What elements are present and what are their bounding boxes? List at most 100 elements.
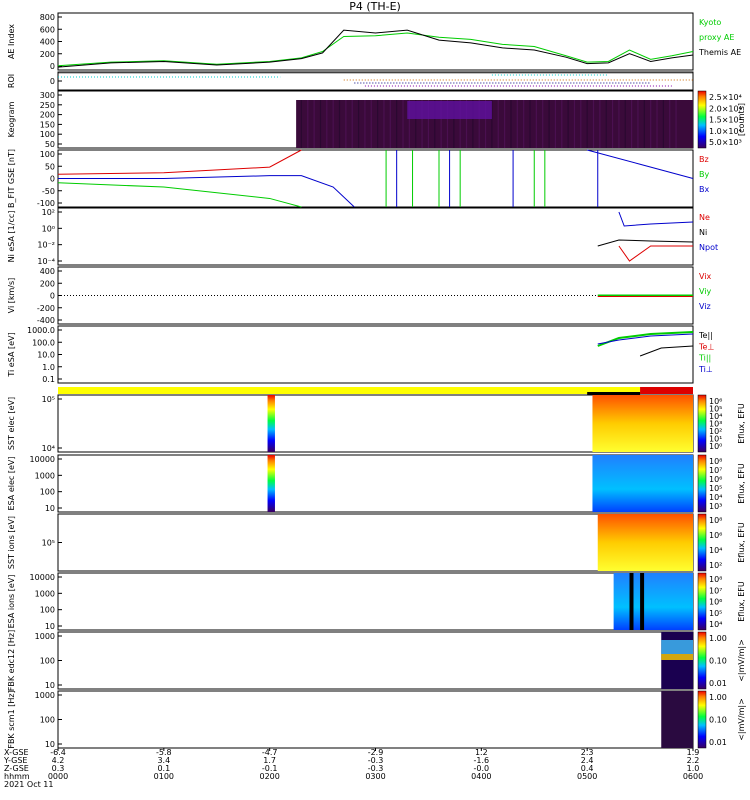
esa-elec-spike (267, 455, 275, 512)
panel-fbk_edc: FBK edc12 [Hz] 1000 100 10 1.00 0.10 0.01 <|mV/… (7, 630, 746, 691)
sst_e-colorbar-tick: 10⁴ (709, 412, 722, 421)
fbk_edc-ytick: 1000 (35, 632, 55, 641)
ti-ylabel: Ti eSA [eV] (7, 332, 16, 377)
panel-roi: ROI 0 (7, 71, 694, 91)
sst_i-ytick: 10⁵ (42, 539, 55, 548)
esa_e-colorbar-tick: 10³ (709, 502, 722, 511)
ti-perp-line (597, 333, 694, 345)
ni-legend-item: Ne (699, 213, 710, 222)
ti-ytick: 10.0 (37, 351, 55, 360)
vi-legend-item: Viz (699, 302, 711, 311)
xaxis-row-label: 2021 Oct 11 (4, 780, 53, 789)
sst_i-colorbar-tick: 10⁸ (709, 516, 722, 525)
xaxis-tick-label: -2.9 (368, 748, 384, 757)
fbk-edc-band (661, 640, 693, 654)
fbk_edc-ytick: 100 (40, 657, 55, 666)
fbk_scm-colorbar-tick: 0.01 (709, 738, 727, 747)
xaxis-row-label: X-GSE (4, 748, 29, 757)
keogram-colorbar (697, 90, 707, 149)
esa_i-colorbar-tick: 10⁸ (709, 575, 722, 584)
xaxis-tick-label: 1.7 (263, 756, 276, 765)
xaxis-tick-label: -0.0 (474, 764, 490, 773)
fbk-edc-band (661, 654, 693, 660)
xaxis-tick-label: -5.8 (156, 748, 172, 757)
esa_e-colorbar-label: Eflux, EFU (737, 463, 746, 504)
ni-frame (57, 207, 694, 266)
sst_i-colorbar-tick: 10⁴ (709, 546, 722, 555)
ni-legend-item: Ni (699, 228, 707, 237)
ae-legend-item: Kyoto (699, 18, 721, 27)
xaxis-tick-label: -0.1 (262, 764, 278, 773)
ae-ylabel: AE Index (7, 24, 16, 59)
ae-ytick: 600 (40, 25, 55, 34)
esa_e-ytick: 1000 (35, 471, 55, 480)
ae-legend-item: Themis AE (698, 48, 741, 57)
ae-ytick: 0 (50, 62, 55, 71)
xaxis-tick-label: -1.6 (474, 756, 490, 765)
keogram-ytick: 200 (40, 111, 55, 120)
esa-ion-gap (640, 573, 645, 630)
keogram-colorbar-tick: 2.5×10⁴ (709, 93, 742, 102)
keogram-colorbar-tick: 2.0×10⁴ (709, 104, 742, 113)
plot-title: P4 (TH-E) (349, 0, 401, 13)
fbk_scm-ytick: 1000 (35, 691, 55, 700)
ae-legend-item: proxy AE (699, 33, 734, 42)
sst_e-colorbar-tick: 10² (709, 427, 722, 436)
fbk_edc-frame (57, 631, 694, 690)
esa-ion-gap (629, 573, 634, 630)
esa_i-colorbar-tick: 10⁵ (709, 609, 722, 618)
roi-ytick: 0 (50, 77, 55, 86)
fbk_scm-ylabel: FBK scm1 [Hz] (7, 690, 16, 748)
bfit-ytick: 0 (50, 175, 55, 184)
xaxis-row-label: hhmm (4, 772, 30, 781)
sst_e-colorbar-tick: 10⁵ (709, 405, 722, 414)
xaxis-tick-label: 0.4 (581, 764, 594, 773)
ni-ytick: 10² (42, 208, 55, 217)
sst_i-ylabel: SST ions [eV] (7, 516, 16, 569)
keogram-ytick: 100 (40, 130, 55, 139)
esa_i-ytick: 10 (45, 622, 55, 631)
mode-bar-fast (587, 392, 641, 395)
sst_i-colorbar-label: Eflux, EFU (737, 522, 746, 563)
panel-fbk_scm: FBK scm1 [Hz] 1000 100 10 1.00 0.10 0.01 <|mV/m… (7, 690, 746, 749)
ti-legend-item: Te⊥ (698, 342, 714, 351)
xaxis-tick-label: 3.4 (157, 756, 170, 765)
xaxis-tick-label: 2.4 (581, 756, 594, 765)
panel-ae: AE Index 800 600 400 200 0 Kyoto proxy AE Themis… (7, 12, 741, 71)
fbk_edc-ylabel: FBK edc12 [Hz] (7, 630, 16, 691)
vi-ytick: 200 (40, 279, 55, 288)
esa-ion-spectrogram (613, 573, 693, 630)
vi-ylabel: Vi [km/s] (7, 278, 16, 314)
vi-ytick: 0 (50, 292, 55, 301)
ae-ytick: 200 (40, 50, 55, 59)
sst_e-colorbar-label: Eflux, EFU (737, 403, 746, 444)
bfit-legend-item: Bx (699, 185, 709, 194)
ni-ylabel: Ni eSA [1/cc] (7, 211, 16, 263)
esa-elec-spectrogram (592, 455, 693, 512)
ae-ytick: 800 (40, 13, 55, 22)
keogram-ytick: 50 (45, 140, 55, 149)
xaxis-tick-label: 0500 (577, 772, 597, 781)
sst_e-colorbar-tick: 10⁶ (709, 397, 722, 406)
te-par-line (639, 345, 694, 357)
xaxis-tick-label: 0000 (48, 772, 68, 781)
ni-ytick: 10⁻⁴ (37, 257, 55, 266)
fbk_edc-colorbar (697, 631, 707, 690)
ti-legend-item: Ti⊥ (698, 365, 713, 374)
vi-ytick: -200 (37, 304, 55, 313)
vi-ytick: -400 (37, 316, 55, 325)
mode-bar-slow (58, 387, 693, 394)
ni-ytick: 10⁰ (42, 224, 55, 233)
xaxis-tick-label: -6.4 (50, 748, 66, 757)
esa_e-colorbar-tick: 10⁷ (709, 466, 722, 475)
sst_e-ytick: 10⁵ (42, 395, 55, 404)
panel-esa_e: ESA elec [eV] 1000010001001010⁸10⁷10⁶10⁵1… (7, 454, 746, 513)
keogram-ytick: 300 (40, 91, 55, 100)
fbk_scm-frame (57, 690, 694, 749)
esa_i-ylabel: ESA ions [eV] (7, 575, 16, 629)
sst_i-colorbar-tick: 10⁶ (709, 531, 722, 540)
keogram-ytick: 150 (40, 120, 55, 129)
fbk_edc-colorbar-label: <|mV/m|> (737, 639, 746, 682)
xaxis-tick-label: 0300 (365, 772, 385, 781)
